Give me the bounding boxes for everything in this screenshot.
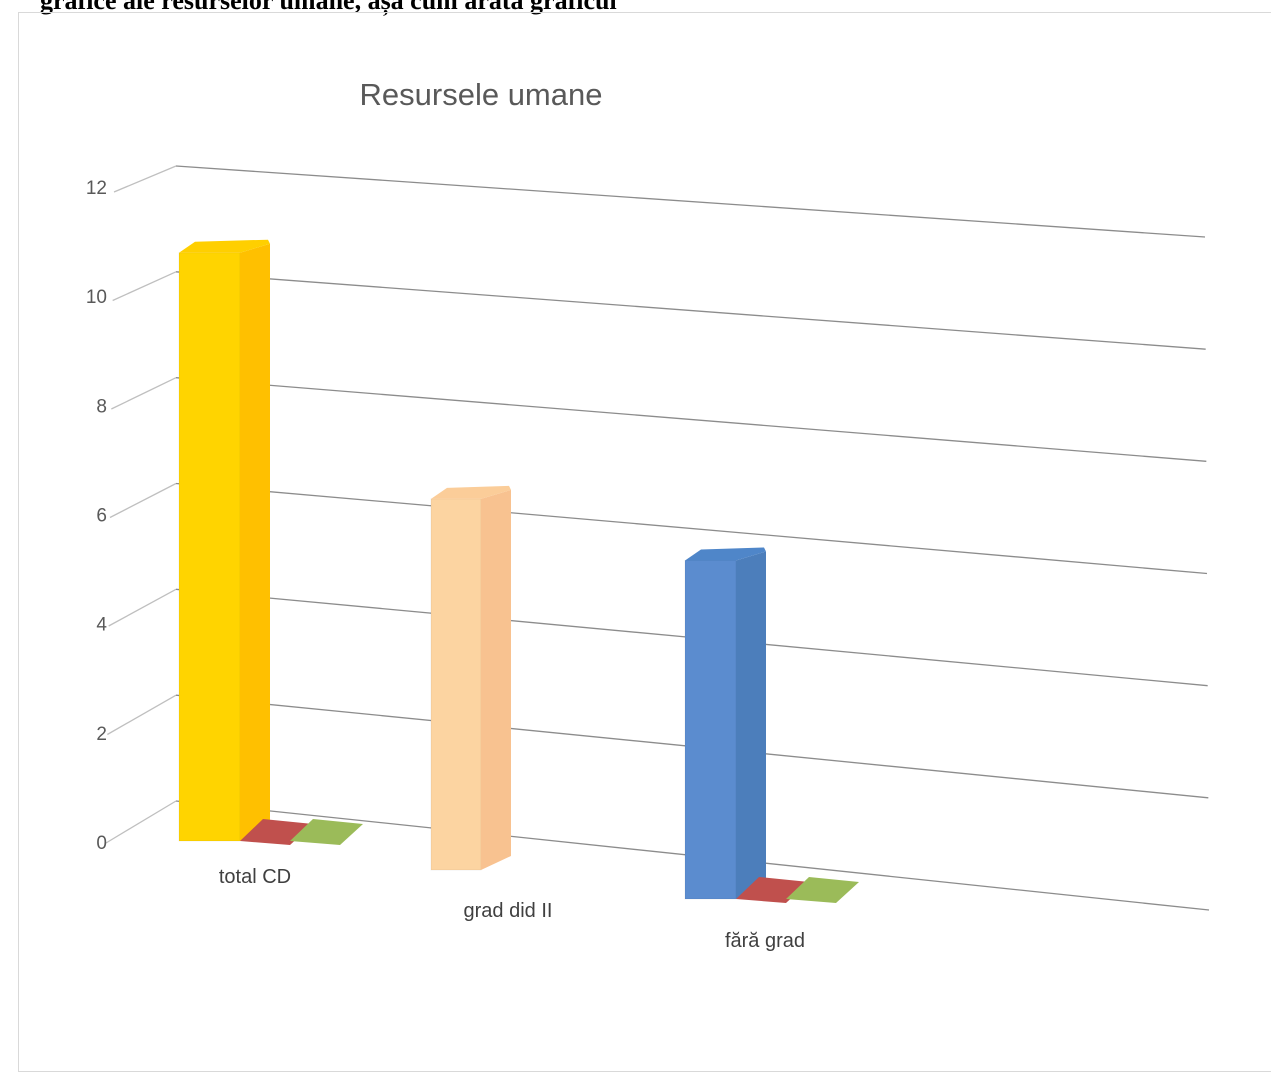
- bar-0-top: [179, 239, 270, 253]
- gridline-side-5: [112, 271, 177, 302]
- y-axis-ticks: 0 2 4 6 8 10 12: [86, 178, 108, 854]
- chart-area: Resursele umane 0 2 4 6 8 10 12 total CD grad d…: [18, 12, 1271, 1072]
- document-header-fragment: grafice ale resurselor umane, așa cum ar…: [40, 0, 617, 15]
- x-axis-categories: total CD grad did II fără grad: [219, 866, 805, 952]
- gridline-side-4: [111, 377, 177, 410]
- gridline-side-6: [113, 165, 177, 193]
- y-tick-label: 10: [86, 287, 107, 308]
- bar-1-side: [481, 489, 511, 870]
- bar-0-zero-1: [290, 819, 363, 845]
- gridline-side-3: [109, 482, 177, 519]
- y-tick-label: 8: [96, 396, 107, 417]
- x-category-label: grad did II: [464, 900, 553, 922]
- y-tick-label: 6: [96, 506, 107, 527]
- bar-2-top: [685, 547, 766, 561]
- chart-title: Resursele umane: [360, 77, 603, 112]
- gridline-4: [175, 377, 1207, 462]
- y-tick-label: 2: [96, 724, 107, 745]
- gridline-side-0: [105, 800, 177, 844]
- gridline-5: [175, 271, 1206, 350]
- x-category-label: total CD: [219, 866, 291, 888]
- bars: [178, 239, 859, 903]
- gridlines: [105, 165, 1210, 911]
- bar-0-side: [240, 243, 270, 841]
- y-tick-label: 12: [86, 178, 107, 199]
- bar-1-front: [430, 498, 482, 871]
- y-tick-label: 4: [96, 615, 107, 636]
- bar-2-zero-1: [786, 877, 859, 903]
- gridline-6: [175, 165, 1206, 238]
- bar-2-front: [684, 559, 737, 900]
- bar-0-front: [178, 252, 241, 842]
- gridline-3: [175, 482, 1208, 575]
- bar-2-side: [736, 551, 766, 899]
- chart-canvas: Resursele umane 0 2 4 6 8 10 12 total CD grad d…: [86, 77, 1210, 952]
- x-category-label: fără grad: [725, 930, 805, 952]
- gridline-side-2: [108, 588, 177, 627]
- gridline-side-1: [107, 694, 177, 736]
- bar-1-top: [431, 485, 511, 499]
- y-tick-label: 0: [96, 833, 107, 854]
